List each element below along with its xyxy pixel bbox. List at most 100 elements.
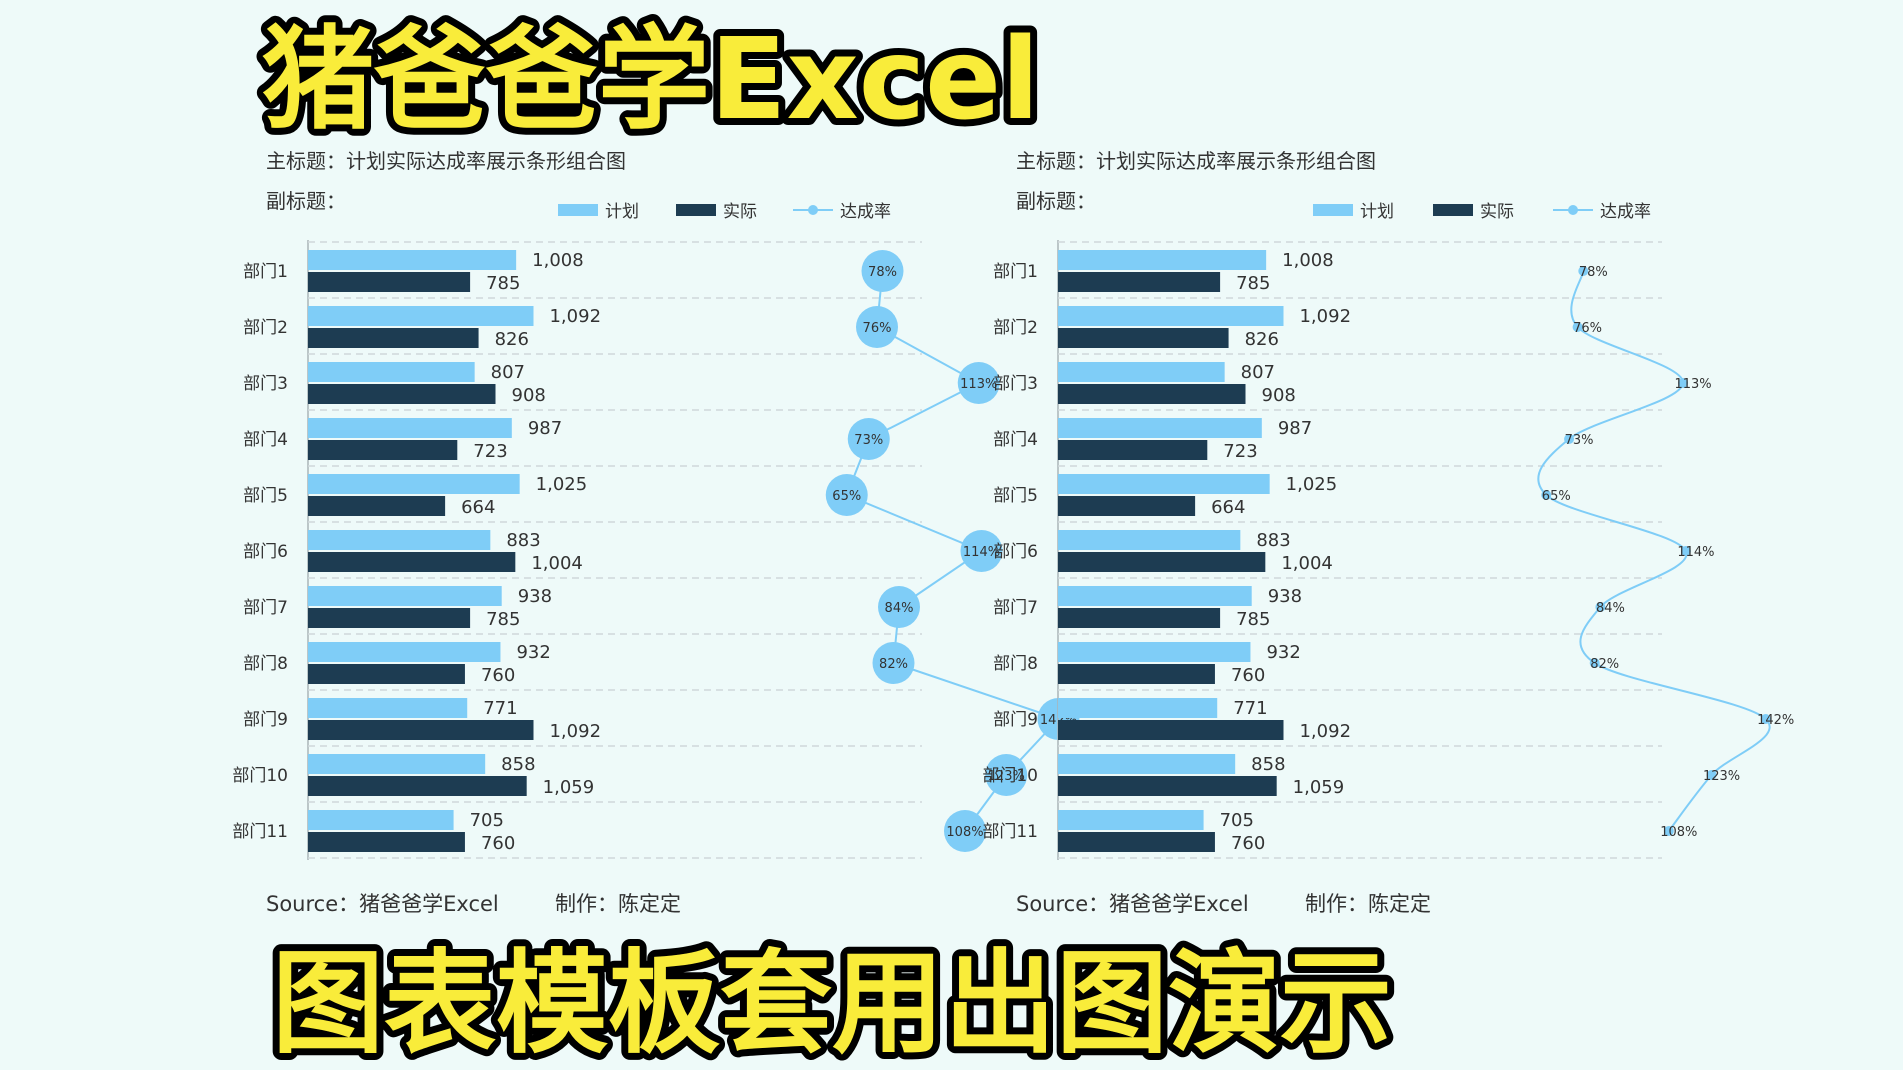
bar-plan [308,474,520,494]
rate-point [1678,378,1689,388]
bar-plan [1058,530,1241,550]
rate-point [957,362,1000,404]
rate-point [825,474,868,516]
bar-plan [308,530,491,550]
bar-actual [1058,608,1221,628]
bar-actual-label: 908 [1262,385,1296,406]
legend-swatch-2 [1433,204,1473,216]
bar-plan-label: 1,008 [1282,250,1334,271]
category-label: 部门11 [232,822,288,842]
bar-plan-label: 858 [501,754,535,775]
bar-plan-label: 883 [506,530,540,551]
category-label: 部门6 [243,542,288,562]
bar-actual [308,384,496,404]
bottom-title: 图表模板套用出图演示 [272,939,1392,1069]
bar-actual-label: 826 [1245,329,1279,350]
bar-plan [308,250,517,270]
bar-plan-label: 1,092 [549,306,601,327]
rate-point [1760,714,1771,724]
rate-label: 123% [1703,769,1740,784]
bar-plan [308,754,486,774]
chart-title: 主标题：计划实际达成率展示条形组合图 [266,149,626,173]
rate-point [1578,266,1589,276]
rate-point [847,418,890,460]
chart-maker: 制作：陈定定 [555,892,681,916]
rate-label: 73% [854,433,883,448]
bar-actual-label: 1,092 [549,721,601,742]
bar-actual [308,272,471,292]
bar-actual-label: 1,092 [1299,721,1351,742]
bar-actual-label: 785 [486,273,520,294]
bar-plan-label: 1,025 [1286,474,1338,495]
bar-plan [308,362,475,382]
category-label: 部门4 [243,430,288,450]
bar-actual [308,776,527,796]
bar-actual [308,608,471,628]
bar-plan-label: 705 [470,810,504,831]
category-label: 部门10 [982,766,1038,786]
bar-plan-label: 938 [518,586,552,607]
bar-actual-label: 1,059 [543,777,595,798]
bar-plan-label: 771 [483,698,517,719]
rate-label: 65% [1542,489,1571,504]
bar-actual [1058,328,1229,348]
rate-label: 113% [960,377,997,392]
bar-plan [1058,698,1218,718]
category-label: 部门9 [243,710,288,730]
category-label: 部门3 [993,374,1038,394]
rate-point [1680,546,1691,556]
rate-point [878,586,920,628]
bar-plan [1058,474,1270,494]
category-label: 部门9 [993,710,1038,730]
rate-point [872,642,915,684]
rate-label: 142% [1757,713,1794,728]
bar-plan-label: 932 [516,642,550,663]
rate-label: 123% [988,769,1025,784]
rate-point [985,754,1028,796]
bar-plan-label: 771 [1233,698,1267,719]
rate-line [1537,270,1771,832]
rate-point [861,250,904,292]
category-label: 部门10 [232,766,288,786]
legend-swatch-dot [808,205,818,215]
bar-plan-label: 883 [1256,530,1290,551]
bar-plan-label: 987 [528,418,562,439]
category-label: 部门6 [993,542,1038,562]
bar-actual-label: 723 [1223,441,1257,462]
rate-point [1541,490,1552,500]
bar-plan-label: 938 [1268,586,1302,607]
legend-swatch-1 [1313,204,1353,216]
top-title: 猪爸爸学Excel [262,15,1040,145]
bar-plan [1058,250,1267,270]
legend-swatch-1 [558,204,598,216]
bar-actual [308,552,516,572]
top-banner: 猪爸爸学Excel [255,8,1047,150]
legend-label-1: 计划 [1360,202,1394,222]
rate-label: 84% [1596,601,1625,616]
bar-plan [1058,810,1204,830]
category-label: 部门2 [243,318,288,338]
rate-label: 114% [963,545,1000,560]
bar-plan [1058,418,1262,438]
bar-actual-label: 1,004 [1281,553,1333,574]
rate-label: 82% [1590,657,1619,672]
category-label: 部门11 [982,822,1038,842]
chart-subtitle: 副标题： [1016,189,1096,213]
category-label: 部门5 [993,486,1038,506]
bar-actual-label: 760 [1231,665,1265,686]
bar-actual [1058,664,1215,684]
rate-point [1564,434,1575,444]
rate-point [944,810,986,852]
bar-plan-label: 807 [491,362,525,383]
category-label: 部门5 [243,486,288,506]
bar-actual [308,832,465,852]
rate-label: 65% [832,489,861,504]
bar-actual-label: 723 [473,441,507,462]
bar-plan [308,810,454,830]
rate-label: 84% [885,601,914,616]
rate-label: 78% [1579,265,1608,280]
bar-actual-label: 664 [1211,497,1245,518]
category-label: 部门3 [243,374,288,394]
chart-subtitle: 副标题： [266,189,346,213]
